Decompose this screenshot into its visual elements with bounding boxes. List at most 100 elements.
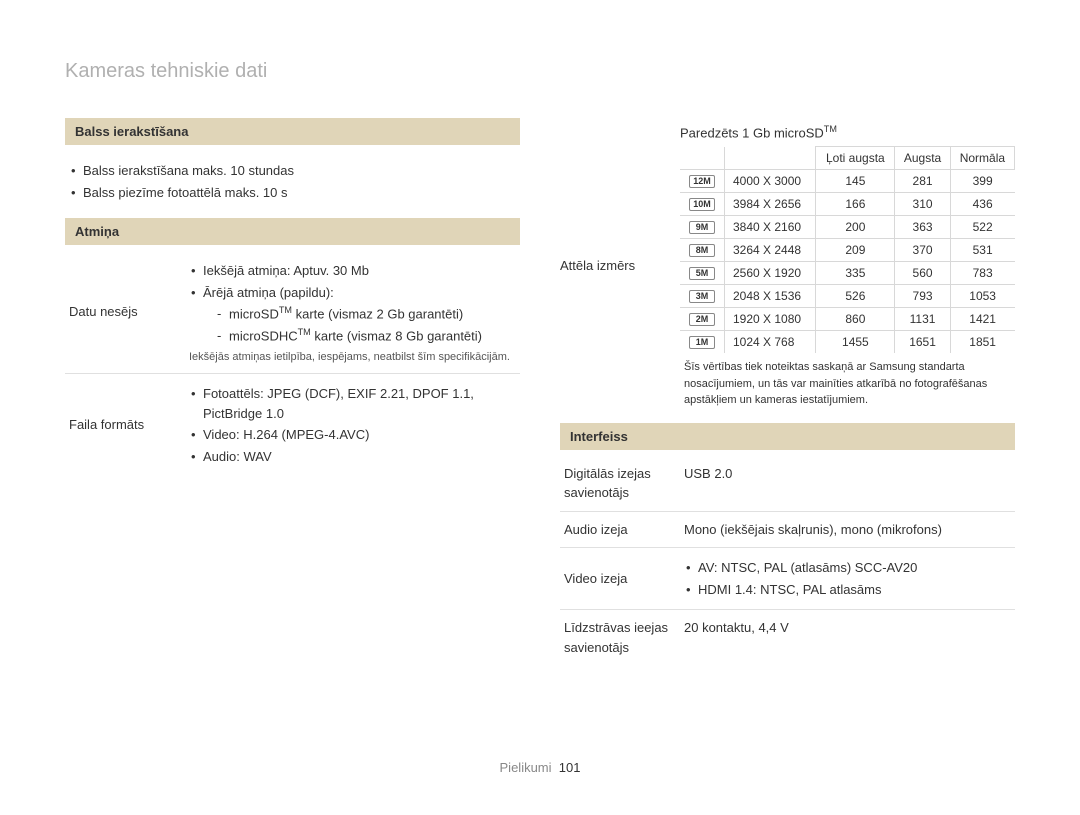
th-normal: Normāla	[950, 147, 1014, 170]
very-high-cell: 209	[816, 239, 895, 262]
table-row: 5M 2560 X 1920335560783	[680, 262, 1015, 285]
high-cell: 793	[895, 285, 950, 308]
normal-cell: 1421	[950, 308, 1014, 331]
data-carrier-note: Iekšējās atmiņas ietilpība, iespējams, n…	[189, 350, 516, 365]
size-icon: 5M	[689, 267, 715, 280]
page-footer: Pielikumi 101	[0, 760, 1080, 775]
data-carrier-dash-2: microSDHCTM karte (vismaz 8 Gb garantēti…	[203, 326, 516, 346]
d1-pre: microSD	[229, 306, 279, 321]
d2-pre: microSDHC	[229, 328, 298, 343]
normal-cell: 522	[950, 216, 1014, 239]
data-carrier-b2-text: Ārējā atmiņa (papildu):	[203, 285, 334, 300]
d2-post: karte (vismaz 8 Gb garantēti)	[311, 328, 482, 343]
size-icon: 9M	[689, 221, 715, 234]
high-cell: 281	[895, 170, 950, 193]
normal-cell: 1851	[950, 331, 1014, 354]
audio-out-label: Audio izeja	[564, 520, 684, 540]
very-high-cell: 200	[816, 216, 895, 239]
data-carrier-label: Datu nesējs	[69, 259, 189, 365]
d1-post: karte (vismaz 2 Gb garantēti)	[292, 306, 463, 321]
file-format-label: Faila formāts	[69, 382, 189, 468]
size-icon: 8M	[689, 244, 715, 257]
resolution-cell: 1024 X 768	[725, 331, 816, 354]
voice-bullet-1: Balss ierakstīšana maks. 10 stundas	[69, 161, 516, 181]
voice-recording-value: Balss ierakstīšana maks. 10 stundas Bals…	[69, 159, 516, 204]
video-out-bullet-1: AV: NTSC, PAL (atlasāms) SCC-AV20	[684, 558, 1011, 578]
normal-cell: 531	[950, 239, 1014, 262]
left-column: Balss ierakstīšana Balss ierakstīšana ma…	[65, 118, 520, 665]
size-icon: 2M	[689, 313, 715, 326]
video-out-value: AV: NTSC, PAL (atlasāms) SCC-AV20 HDMI 1…	[684, 556, 1011, 601]
image-size-block: Attēla izmērs Paredzēts 1 Gb microSDTM Ļ…	[560, 118, 1015, 413]
voice-recording-row: Balss ierakstīšana maks. 10 stundas Bals…	[65, 151, 520, 212]
file-format-value: Fotoattēls: JPEG (DCF), EXIF 2.21, DPOF …	[189, 382, 516, 468]
th-high: Augsta	[895, 147, 950, 170]
high-cell: 560	[895, 262, 950, 285]
dc-in-row: Līdzstrāvas ieejas savienotājs 20 kontak…	[560, 610, 1015, 665]
digital-out-value: USB 2.0	[684, 464, 1011, 503]
resolution-cell: 2560 X 1920	[725, 262, 816, 285]
normal-cell: 1053	[950, 285, 1014, 308]
high-cell: 310	[895, 193, 950, 216]
normal-cell: 436	[950, 193, 1014, 216]
video-out-bullet-2: HDMI 1.4: NTSC, PAL atlasāms	[684, 580, 1011, 600]
very-high-cell: 526	[816, 285, 895, 308]
very-high-cell: 166	[816, 193, 895, 216]
high-cell: 370	[895, 239, 950, 262]
data-carrier-row: Datu nesējs Iekšējā atmiņa: Aptuv. 30 Mb…	[65, 251, 520, 374]
columns: Balss ierakstīšana Balss ierakstīšana ma…	[65, 118, 1015, 665]
th-very-high: Ļoti augsta	[816, 147, 895, 170]
audio-out-row: Audio izeja Mono (iekšējais skaļrunis), …	[560, 512, 1015, 549]
video-out-row: Video izeja AV: NTSC, PAL (atlasāms) SCC…	[560, 548, 1015, 610]
table-row: 2M 1920 X 108086011311421	[680, 308, 1015, 331]
resolution-cell: 2048 X 1536	[725, 285, 816, 308]
size-icon: 10M	[689, 198, 715, 211]
very-high-cell: 1455	[816, 331, 895, 354]
high-cell: 1131	[895, 308, 950, 331]
interface-header: Interfeiss	[560, 423, 1015, 450]
table-row: 10M 3984 X 2656166310436	[680, 193, 1015, 216]
high-cell: 1651	[895, 331, 950, 354]
table-note: Šīs vērtības tiek noteiktas saskaņā ar S…	[680, 359, 1015, 409]
right-column: Attēla izmērs Paredzēts 1 Gb microSDTM Ļ…	[560, 118, 1015, 665]
normal-cell: 399	[950, 170, 1014, 193]
table-row: 12M4000 X 3000145281399	[680, 170, 1015, 193]
size-icon: 12M	[689, 175, 715, 188]
resolution-cell: 3840 X 2160	[725, 216, 816, 239]
page-root: Kameras tehniskie dati Balss ierakstīšan…	[0, 0, 1080, 815]
page-title: Kameras tehniskie dati	[65, 60, 1015, 83]
predicted-text: Paredzēts 1 Gb microSDTM	[680, 122, 1015, 146]
dc-in-label: Līdzstrāvas ieejas savienotājs	[564, 618, 684, 657]
table-header-row: Ļoti augsta Augsta Normāla	[680, 147, 1015, 170]
size-icon: 1M	[689, 336, 715, 349]
voice-recording-header: Balss ierakstīšana	[65, 118, 520, 145]
data-carrier-dash-1: microSDTM karte (vismaz 2 Gb garantēti)	[203, 304, 516, 324]
resolution-cell: 3984 X 2656	[725, 193, 816, 216]
audio-out-value: Mono (iekšējais skaļrunis), mono (mikrof…	[684, 520, 1011, 540]
data-carrier-bullet-2: Ārējā atmiņa (papildu): microSDTM karte …	[189, 283, 516, 346]
predicted-pre: Paredzēts 1 Gb microSD	[680, 125, 824, 140]
data-carrier-bullet-1: Iekšējā atmiņa: Aptuv. 30 Mb	[189, 261, 516, 281]
high-cell: 363	[895, 216, 950, 239]
file-format-bullet-1: Fotoattēls: JPEG (DCF), EXIF 2.21, DPOF …	[189, 384, 516, 423]
resolution-cell: 1920 X 1080	[725, 308, 816, 331]
image-size-table: Ļoti augsta Augsta Normāla 12M 4000 X 300…	[680, 146, 1015, 353]
table-row: 1M 1024 X 768145516511851	[680, 331, 1015, 354]
size-icon: 3M	[689, 290, 715, 303]
file-format-bullet-3: Audio: WAV	[189, 447, 516, 467]
very-high-cell: 335	[816, 262, 895, 285]
dc-in-value: 20 kontaktu, 4,4 V	[684, 618, 1011, 657]
very-high-cell: 860	[816, 308, 895, 331]
resolution-cell: 3264 X 2448	[725, 239, 816, 262]
video-out-label: Video izeja	[564, 556, 684, 601]
footer-page-number: 101	[559, 760, 581, 775]
normal-cell: 783	[950, 262, 1014, 285]
voice-bullet-2: Balss piezīme fotoattēlā maks. 10 s	[69, 183, 516, 203]
image-size-label: Attēla izmērs	[560, 122, 680, 409]
resolution-cell: 4000 X 3000	[725, 170, 816, 193]
table-row: 3M 2048 X 15365267931053	[680, 285, 1015, 308]
digital-out-label: Digitālās izejas savienotājs	[564, 464, 684, 503]
file-format-bullet-2: Video: H.264 (MPEG-4.AVC)	[189, 425, 516, 445]
digital-out-row: Digitālās izejas savienotājs USB 2.0	[560, 456, 1015, 512]
file-format-row: Faila formāts Fotoattēls: JPEG (DCF), EX…	[65, 374, 520, 476]
